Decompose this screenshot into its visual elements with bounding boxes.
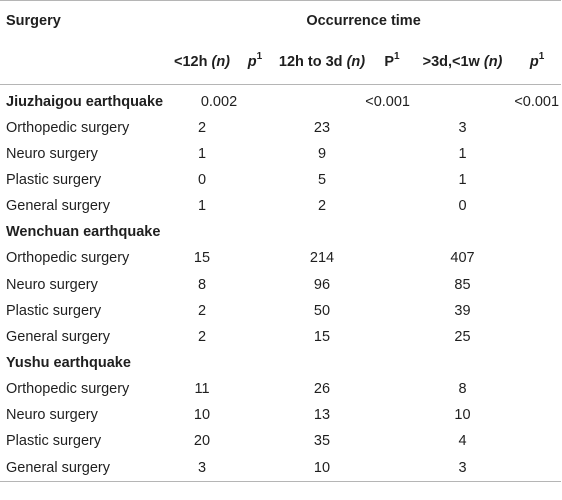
cell-lt12h: 3 [197, 459, 207, 476]
header-occurrence-time: Occurrence time [306, 13, 421, 29]
cell-12h-3d: 214 [309, 250, 335, 267]
table-row: Orthopedic surgery 11 26 8 [0, 376, 561, 402]
header-col-3d-1w: >3d,<1w (n) [422, 54, 503, 70]
row-label: Plastic surgery [6, 433, 102, 450]
cell-3d-1w: 0 [458, 198, 467, 215]
row-label: Orthopedic surgery [6, 250, 130, 267]
cell-lt12h: 0 [197, 171, 207, 188]
cell-12h-3d: 10 [313, 459, 331, 476]
row-label: General surgery [6, 459, 110, 476]
p-value-1: 0.002 [200, 93, 238, 110]
cell-3d-1w: 407 [450, 250, 475, 267]
cell-12h-3d: 50 [313, 302, 331, 319]
cell-3d-1w: 3 [458, 459, 467, 476]
table-row: Neuro surgery 8 96 85 [0, 271, 561, 297]
cell-3d-1w: 4 [458, 433, 467, 450]
header-blank [0, 41, 166, 85]
cell-3d-1w: 1 [458, 145, 467, 162]
cell-12h-3d: 35 [313, 433, 331, 450]
group-label: Wenchuan earthquake [6, 224, 161, 241]
cell-3d-1w: 3 [458, 119, 467, 136]
cell-lt12h: 20 [193, 433, 211, 450]
table-row: Plastic surgery 20 35 4 [0, 428, 561, 454]
cell-3d-1w: 25 [454, 328, 471, 345]
cell-12h-3d: 96 [313, 276, 331, 293]
header-col-p2: P1 [384, 51, 400, 70]
cell-lt12h: 2 [197, 302, 207, 319]
header-col-p3: p1 [529, 51, 545, 70]
cell-12h-3d: 26 [313, 381, 331, 398]
table-row: Orthopedic surgery 2 23 3 [0, 115, 561, 141]
cell-12h-3d: 15 [313, 328, 331, 345]
p-value-2: <0.001 [365, 93, 410, 110]
row-label: General surgery [6, 198, 110, 215]
group-row-wenchuan: Wenchuan earthquake [0, 219, 561, 245]
p-value-3: <0.001 [514, 93, 560, 110]
group-label: Yushu earthquake [6, 355, 131, 371]
cell-lt12h: 10 [193, 407, 211, 424]
surgery-occurrence-table: Surgery Occurrence time <12h (n) p1 12h … [0, 0, 562, 482]
cell-3d-1w: 85 [454, 276, 471, 293]
row-label: Neuro surgery [6, 407, 98, 424]
row-label: Plastic surgery [6, 302, 102, 319]
cell-12h-3d: 23 [313, 119, 331, 136]
table-row: Orthopedic surgery 15 214 407 [0, 245, 561, 271]
header-col-p1: p1 [247, 51, 263, 70]
cell-lt12h: 1 [197, 145, 207, 162]
cell-lt12h: 2 [197, 119, 207, 136]
header-col-12h-3d: 12h to 3d (n) [278, 54, 366, 70]
cell-lt12h: 1 [197, 198, 207, 215]
cell-lt12h: 8 [197, 276, 207, 293]
cell-12h-3d: 9 [317, 145, 327, 162]
table-row: Neuro surgery 10 13 10 [0, 402, 561, 428]
row-label: Orthopedic surgery [6, 381, 130, 398]
header-surgery: Surgery [6, 13, 61, 29]
row-label: Plastic surgery [6, 171, 102, 188]
row-label: Neuro surgery [6, 145, 98, 162]
row-label: General surgery [6, 328, 110, 345]
cell-lt12h: 2 [197, 328, 207, 345]
table-row: General surgery 2 15 25 [0, 324, 561, 350]
table-row: General surgery 1 2 0 [0, 193, 561, 219]
cell-lt12h: 11 [194, 381, 210, 398]
cell-12h-3d: 13 [313, 407, 331, 424]
table-row: Neuro surgery 1 9 1 [0, 141, 561, 167]
cell-12h-3d: 2 [317, 198, 327, 215]
group-label: Jiuzhaigou earthquake [6, 93, 164, 110]
cell-3d-1w: 8 [458, 381, 467, 398]
table-row: Plastic surgery 2 50 39 [0, 298, 561, 324]
header-col-lt12h: <12h (n) [174, 54, 230, 70]
table-row: General surgery 3 10 3 [0, 455, 562, 482]
cell-3d-1w: 1 [458, 171, 467, 188]
group-row-yushu: Yushu earthquake [0, 350, 561, 376]
cell-lt12h: 15 [193, 250, 211, 267]
cell-3d-1w: 10 [454, 407, 471, 424]
row-label: Orthopedic surgery [6, 119, 130, 136]
group-row-jiuzhaigou: Jiuzhaigou earthquake 0.002 <0.001 <0.00… [0, 84, 561, 115]
cell-3d-1w: 39 [454, 302, 471, 319]
cell-12h-3d: 5 [317, 171, 327, 188]
row-label: Neuro surgery [6, 276, 98, 293]
table-row: Plastic surgery 0 5 1 [0, 167, 561, 193]
